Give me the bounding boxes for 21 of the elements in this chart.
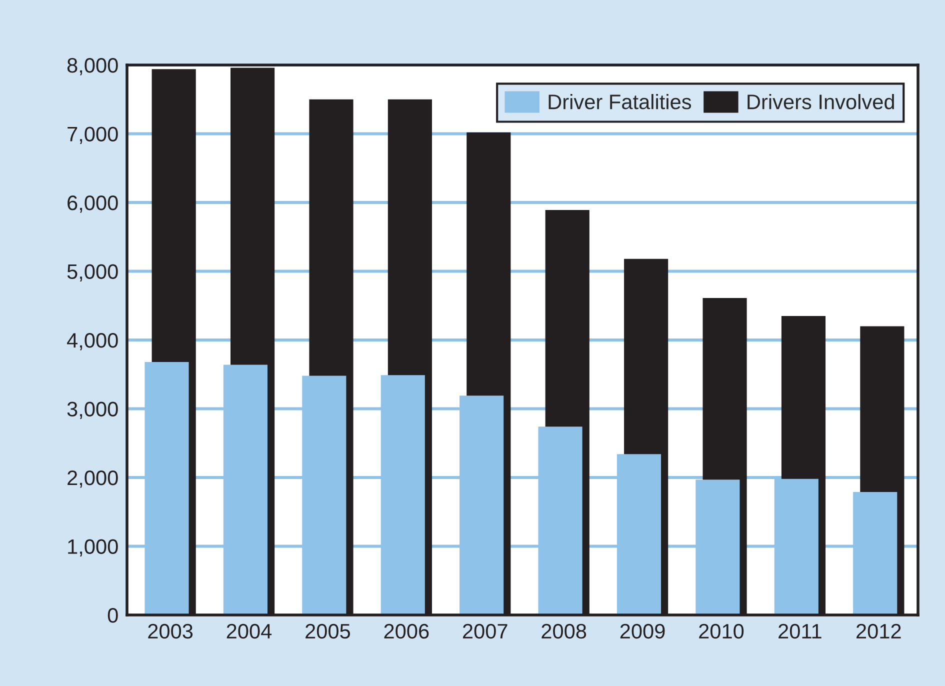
y-tick-label: 3,000	[67, 402, 118, 419]
x-tick-label: 2005	[306, 624, 350, 639]
y-tick-label: 8,000	[67, 58, 118, 76]
y-tick-label: 6,000	[68, 196, 118, 213]
y-tick-label: 5,000	[67, 264, 118, 282]
x-tick-label: 2004	[226, 624, 272, 639]
x-tick-label: 2009	[620, 624, 665, 639]
x-tick-label: 2006	[384, 624, 429, 639]
legend-label: Drivers Involved	[748, 94, 894, 110]
y-tick-label: 7,000	[68, 126, 118, 144]
x-tick-label: 2011	[778, 624, 822, 639]
x-tick-label: 2007	[462, 624, 508, 639]
x-tick-label: 2008	[542, 624, 586, 639]
legend-label: Driver Fatalities	[548, 94, 692, 110]
y-tick-label: 1,000	[68, 539, 118, 556]
y-tick-label: 4,000	[67, 333, 118, 350]
x-tick-label: 2010	[699, 624, 744, 639]
y-tick-label: 0	[108, 608, 118, 623]
y-tick-label: 2,000	[68, 470, 118, 488]
x-tick-label: 2003	[148, 624, 193, 639]
x-tick-label: 2012	[856, 624, 901, 639]
